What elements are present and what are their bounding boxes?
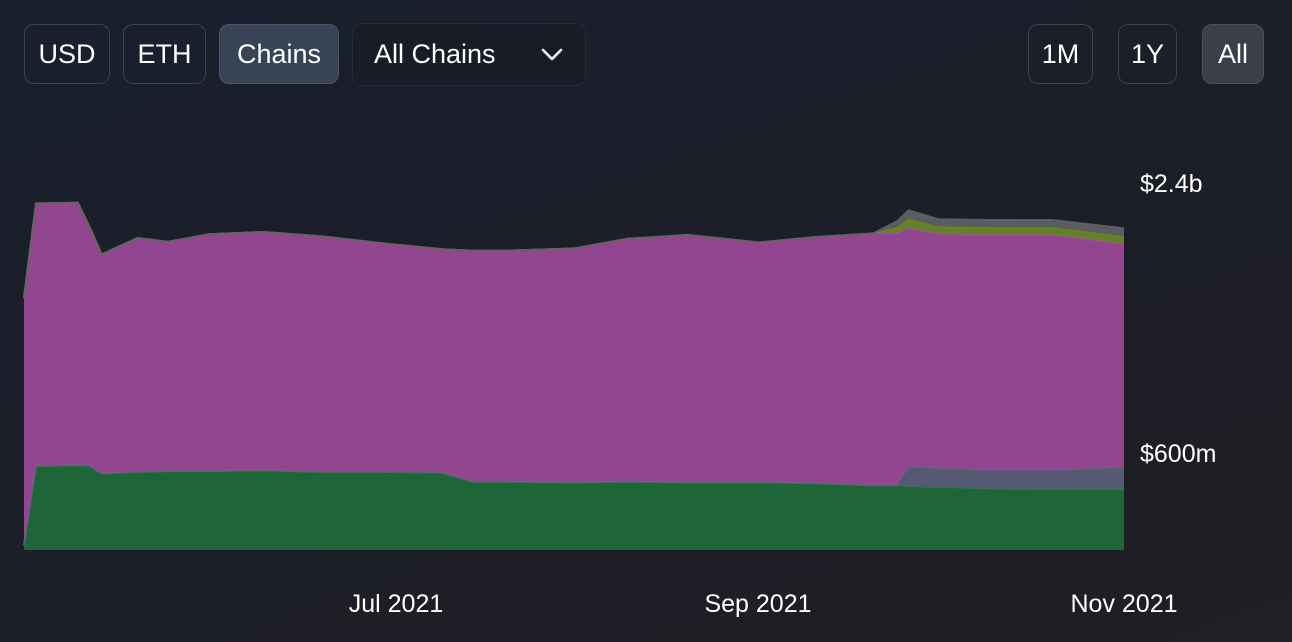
chevron-down-icon <box>541 48 563 61</box>
area-series-2 <box>24 202 1124 546</box>
area-series-1 <box>24 465 1124 546</box>
eth-button[interactable]: ETH <box>123 24 206 84</box>
area-series-line-4 <box>23 201 1125 299</box>
x-tick-label: Sep 2021 <box>704 590 812 618</box>
x-tick-label: Nov 2021 <box>1070 590 1178 618</box>
range-all-button[interactable]: All <box>1202 24 1264 84</box>
range-1m-button[interactable]: 1M <box>1028 24 1093 84</box>
chain-select[interactable]: All Chains <box>352 23 586 86</box>
usd-button[interactable]: USD <box>24 24 110 84</box>
y-tick-label: $600m <box>1140 440 1217 468</box>
chain-select-value: All Chains <box>374 39 496 69</box>
x-tick-label: Jul 2021 <box>348 590 444 618</box>
y-tick-label: $2.4b <box>1140 170 1203 198</box>
chains-button[interactable]: Chains <box>219 24 339 84</box>
area-series-0 <box>24 465 1124 550</box>
range-1y-button[interactable]: 1Y <box>1118 24 1177 84</box>
